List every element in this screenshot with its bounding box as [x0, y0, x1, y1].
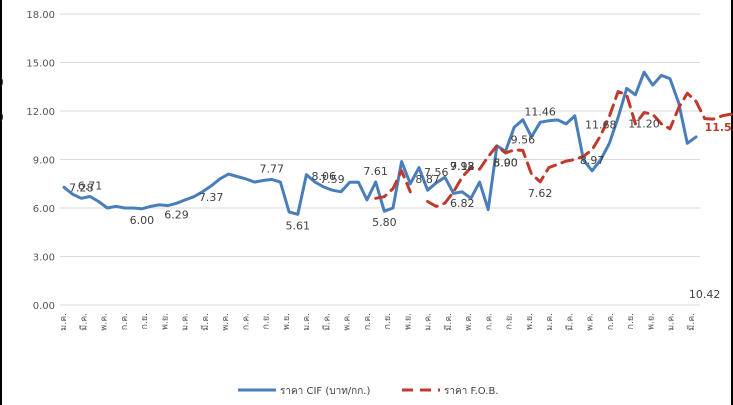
- data-label: 6.71: [78, 180, 103, 193]
- x-tick-label: มี.ค.: [686, 313, 697, 331]
- x-tick-label: ก.ค.: [120, 313, 130, 330]
- data-label: 8.00: [493, 156, 518, 169]
- data-label: 7.56: [424, 166, 449, 179]
- legend-fob-label: ราคา F.O.B.: [444, 386, 498, 397]
- x-tick-label: มี.ค.: [564, 313, 575, 331]
- data-label: 5.61: [286, 219, 311, 232]
- y-tick-label: 9.00: [33, 156, 55, 167]
- data-label: 5.90: [493, 156, 518, 169]
- data-label: 6.29: [164, 208, 189, 221]
- stray-left-text-1: ): [0, 77, 4, 88]
- y-tick-label: 3.00: [33, 253, 55, 264]
- y-tick-label: 15.00: [26, 59, 55, 70]
- data-label: 7.62: [528, 187, 553, 200]
- x-tick-label: พ.ค.: [586, 313, 596, 331]
- x-tick-label: ม.ค.: [302, 313, 312, 331]
- x-tick-label: พ.ย.: [282, 313, 292, 330]
- series-0-line: [62, 70, 698, 216]
- y-tick-label: 6.00: [33, 204, 55, 215]
- x-tick-label: มี.ค.: [78, 313, 89, 331]
- data-label: 10.42: [689, 288, 721, 301]
- data-label: 7.77: [260, 162, 285, 175]
- data-label: 5.80: [372, 216, 397, 229]
- x-tick-label: ม.ค.: [424, 313, 434, 331]
- x-tick-label: พ.ค.: [464, 313, 474, 331]
- x-tick-label: พ.ย.: [160, 313, 170, 330]
- data-label: 11.46: [524, 105, 556, 118]
- x-tick-label: พ.ย.: [525, 313, 535, 330]
- data-label: 9.56: [511, 133, 536, 146]
- x-tick-label: ก.ค.: [241, 313, 251, 330]
- x-tick-label: ม.ค.: [667, 313, 677, 331]
- data-label: 8.97: [580, 154, 605, 167]
- series-1-line-segment-1: [426, 90, 733, 208]
- x-tick-label: พ.ค.: [100, 313, 110, 331]
- x-tick-label: มี.ค.: [443, 313, 454, 331]
- x-tick-label: ก.ค.: [484, 313, 494, 330]
- data-label: 8.06: [311, 170, 336, 183]
- x-tick-label: พ.ค.: [343, 313, 353, 331]
- data-label: 8.87: [415, 173, 440, 186]
- y-tick-label: 0.00: [33, 301, 55, 312]
- data-label: 7.61: [363, 165, 388, 178]
- data-label: 11.68: [585, 118, 617, 131]
- x-tick-label: ก.ย.: [383, 313, 393, 329]
- data-label: 6.00: [130, 214, 155, 227]
- stray-left-text-2: ): [0, 112, 4, 123]
- data-label: 7.37: [199, 191, 224, 204]
- series-1-line-segment-0: [374, 169, 412, 200]
- y-tick-label: 12.00: [26, 107, 55, 118]
- x-tick-label: มี.ค.: [321, 313, 332, 331]
- x-tick-label: ก.ค.: [363, 313, 373, 330]
- data-label: 6.82: [450, 197, 475, 210]
- x-tick-label: ก.ย.: [140, 313, 150, 329]
- x-tick-label: ก.ย.: [262, 313, 272, 329]
- x-tick-label: ก.ค.: [606, 313, 616, 330]
- x-tick-label: พ.ย.: [646, 313, 656, 330]
- x-tick-label: ม.ค.: [59, 313, 69, 331]
- data-label: 9.18: [450, 160, 475, 173]
- x-tick-label: พ.ค.: [221, 313, 231, 331]
- x-tick-label: พ.ย.: [403, 313, 413, 330]
- x-tick-label: ม.ค.: [181, 313, 191, 331]
- y-tick-label: 18.00: [26, 10, 55, 21]
- legend-cif-label: ราคา CIF (บาท/กก.): [280, 386, 370, 397]
- data-label: 11.20: [628, 118, 660, 131]
- x-tick-label: มี.ค.: [200, 313, 211, 331]
- data-label: 7.28: [69, 181, 94, 194]
- x-tick-label: ก.ย.: [505, 313, 515, 329]
- x-tick-label: ก.ย.: [626, 313, 636, 329]
- data-label: 7.59: [320, 173, 345, 186]
- x-tick-label: ม.ค.: [545, 313, 555, 331]
- data-label: 11.53: [705, 121, 733, 134]
- data-label: 7.92: [450, 160, 475, 173]
